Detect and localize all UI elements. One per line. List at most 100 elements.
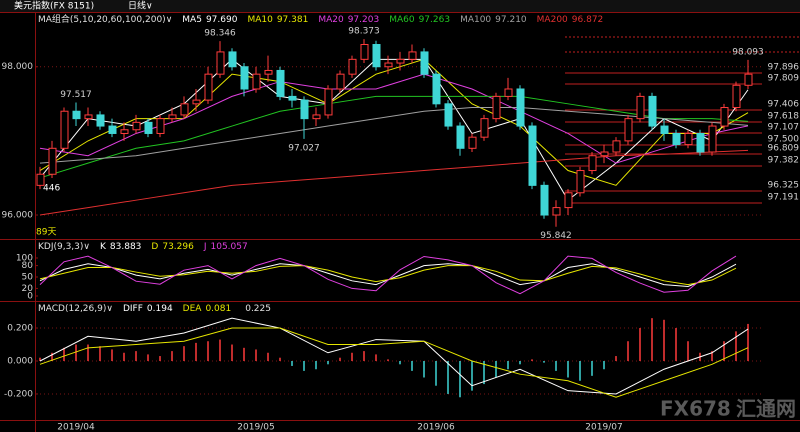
candle-body <box>264 69 273 75</box>
y-tick-label: 0.200 <box>7 324 33 334</box>
candle-body <box>120 129 129 134</box>
candle-body <box>444 103 453 127</box>
candle-body <box>252 73 261 90</box>
level-label: 97.809 <box>768 74 800 84</box>
candle-body <box>636 95 645 120</box>
candle-body <box>696 132 705 153</box>
legend: MACD(12,26,9)∨ DIFF 0.194 DEA 0.081 0.225 <box>38 304 271 314</box>
instrument-title: 美元指数(FX 8151) <box>14 0 94 12</box>
candle-body <box>144 121 153 134</box>
candle-body <box>324 88 333 116</box>
watermark: FX678 <box>660 397 731 421</box>
legend-name: D <box>151 242 158 252</box>
legend-name: MA200 <box>537 15 568 25</box>
candle-body <box>396 58 405 64</box>
candle-body <box>132 121 141 131</box>
legend-name: J <box>203 242 207 252</box>
legend-name: DIFF <box>123 304 143 314</box>
legend-value: 97.210 <box>495 15 527 25</box>
legend: KDJ(9,3,3)∨ K 83.883 D 73.296 J 105.057 <box>38 242 248 252</box>
legend-value: 97.263 <box>419 15 451 25</box>
watermark-cn: 汇通网 <box>736 397 796 421</box>
y-tick-label: 96.000 <box>2 211 34 221</box>
level-label: 96.809 <box>768 144 800 154</box>
y-tick-label: 0.000 <box>7 357 33 367</box>
candle-body <box>180 103 189 116</box>
legend-title: MA组合(5,10,20,60,100,200)∨ <box>38 13 172 25</box>
legend-value: 96.872 <box>572 15 604 25</box>
candle-body <box>528 125 537 186</box>
candle-body <box>312 114 321 120</box>
x-tick-label: 2019/06 <box>417 423 455 432</box>
candle-body <box>36 173 45 186</box>
note-days: 89天 <box>36 228 56 238</box>
candle-body <box>468 136 477 149</box>
extreme-label: 98.373 <box>348 27 380 37</box>
legend-name: MA60 <box>389 15 415 25</box>
candle-body <box>660 125 669 134</box>
legend-name: MA5 <box>182 15 202 25</box>
legend-value: 97.203 <box>348 15 380 25</box>
candle-body <box>432 73 441 105</box>
legend-title: KDJ(9,3,3)∨ <box>38 242 90 252</box>
candle-body <box>276 69 285 97</box>
extreme-label: 98.346 <box>204 29 236 39</box>
x-tick-label: 2019/04 <box>57 423 95 432</box>
candle-body <box>240 66 249 90</box>
y-tick-label: 20 <box>22 284 34 294</box>
header-bar <box>0 0 800 12</box>
level-label: 97.406 <box>768 100 800 110</box>
candle-body <box>108 125 117 134</box>
candle-body <box>336 73 345 90</box>
candle-body <box>168 114 177 120</box>
candle-body <box>228 51 237 68</box>
candle-body <box>84 114 93 120</box>
candle-body <box>564 192 573 209</box>
indicator-line <box>39 255 737 295</box>
ma-line <box>39 149 749 216</box>
candle-body <box>684 132 693 146</box>
extreme-label: 98.093 <box>732 47 764 57</box>
candle-body <box>348 58 357 75</box>
candle-body <box>156 118 165 134</box>
candle-body <box>456 125 465 149</box>
candle-body <box>60 110 69 149</box>
level-label: 97.500 <box>768 135 800 145</box>
y-tick-label: 98.000 <box>2 62 34 72</box>
x-tick-label: 2019/05 <box>237 423 274 432</box>
y-tick-label: 80 <box>22 261 34 271</box>
legend-name: MA100 <box>460 15 491 25</box>
legend-value: 83.883 <box>110 242 142 252</box>
level-label: 97.382 <box>768 156 800 166</box>
candle-body <box>504 88 513 97</box>
legend-name: DEA <box>183 304 203 314</box>
legend-value: 97.381 <box>277 15 309 25</box>
legend-value: 105.057 <box>211 242 248 252</box>
candle-body <box>384 62 393 68</box>
y-tick-label: 100 <box>16 254 33 264</box>
candle-body <box>588 155 597 172</box>
y-tick-label: 0 <box>27 292 33 302</box>
candle-body <box>204 73 213 101</box>
candle-body <box>72 110 81 120</box>
candle-body <box>648 95 657 127</box>
candle-body <box>600 151 609 157</box>
period-selector[interactable]: 日线∨ <box>128 0 153 12</box>
y-tick-label: -0.200 <box>4 389 33 399</box>
candle-body <box>744 73 753 86</box>
y-tick-label: 50 <box>22 273 34 283</box>
legend-value: 0.081 <box>205 304 231 314</box>
candle-body <box>624 118 633 142</box>
legend-name: MA10 <box>247 15 273 25</box>
x-tick-label: 2019/07 <box>585 423 622 432</box>
legend-title: MACD(12,26,9)∨ <box>38 304 113 314</box>
extreme-label: 97.517 <box>60 90 92 100</box>
candle-body <box>492 95 501 120</box>
candle-body <box>612 140 621 153</box>
candle-body <box>408 51 417 60</box>
candle-body <box>216 51 225 75</box>
candle-body <box>732 84 741 109</box>
note-count: 446 <box>43 184 60 194</box>
